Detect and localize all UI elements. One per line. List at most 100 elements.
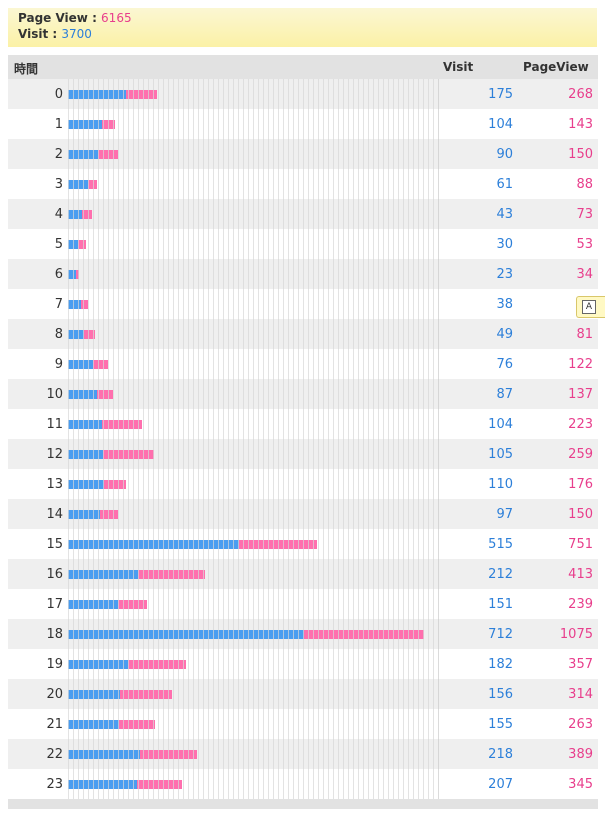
table-row: 18 712 1075 [8, 619, 598, 649]
visit-bar [68, 390, 97, 399]
table-row: 0 175 268 [8, 79, 598, 109]
table-row: 1 104 143 [8, 109, 598, 139]
visit-value: 76 [496, 357, 513, 372]
pageview-value: 223 [568, 417, 593, 432]
pageview-value: 88 [576, 177, 593, 192]
hour-label: 8 [54, 327, 63, 342]
hour-label: 1 [54, 117, 63, 132]
visit-summary: Visit : 3700 [18, 27, 92, 41]
pageview-value: 53 [576, 237, 593, 252]
visit-bar [68, 180, 89, 189]
visit-bar [68, 750, 141, 759]
table-row: 21 155 263 [8, 709, 598, 739]
visit-value: 515 [488, 537, 513, 552]
pageview-value: 357 [568, 657, 593, 672]
visit-bar [68, 360, 94, 369]
table-row: 11 104 223 [8, 409, 598, 439]
hour-label: 13 [46, 477, 63, 492]
visit-value: 212 [488, 567, 513, 582]
pageview-total: 6165 [101, 11, 132, 25]
pageview-value: 259 [568, 447, 593, 462]
summary-box: Page View : 6165 Visit : 3700 [8, 8, 597, 47]
table-row: 6 23 34 [8, 259, 598, 289]
hour-label: 11 [46, 417, 63, 432]
pageview-value: 268 [568, 87, 593, 102]
visit-value: 104 [488, 117, 513, 132]
visit-label: Visit [18, 27, 49, 41]
hour-label: 10 [46, 387, 63, 402]
table-row: 12 105 259 [8, 439, 598, 469]
pageview-summary: Page View : 6165 [18, 11, 132, 25]
visit-value: 90 [496, 147, 513, 162]
visit-bar [68, 480, 105, 489]
hour-label: 9 [54, 357, 63, 372]
hour-label: 14 [46, 507, 63, 522]
visit-value: 207 [488, 777, 513, 792]
pageview-value: 34 [576, 267, 593, 282]
visit-value: 104 [488, 417, 513, 432]
visit-value: 155 [488, 717, 513, 732]
visit-total: 3700 [61, 27, 92, 41]
hour-label: 17 [46, 597, 63, 612]
hour-label: 2 [54, 147, 63, 162]
visit-bar [68, 690, 120, 699]
table-row: 23 207 345 [8, 769, 598, 799]
table-body: 0 175 268 1 104 143 2 90 150 3 61 88 4 43 73 5 30 53 6 23 34… [8, 79, 598, 799]
visit-value: 156 [488, 687, 513, 702]
magnifier-icon[interactable]: A [582, 300, 596, 314]
visit-bar [68, 780, 137, 789]
pageview-label: Page View [18, 11, 88, 25]
visit-value: 87 [496, 387, 513, 402]
table-row: 14 97 150 [8, 499, 598, 529]
visit-bar [68, 150, 98, 159]
visit-bar [68, 330, 85, 339]
hour-label: 15 [46, 537, 63, 552]
table-row: 9 76 122 [8, 349, 598, 379]
table-footer [8, 799, 598, 809]
table-row: 20 156 314 [8, 679, 598, 709]
table-row: 5 30 53 [8, 229, 598, 259]
visit-bar [68, 90, 126, 99]
visit-bar [68, 270, 76, 279]
visit-bar [68, 210, 83, 219]
visit-value: 30 [496, 237, 513, 252]
hour-label: 12 [46, 447, 63, 462]
pageview-column-header: PageView [523, 60, 589, 74]
hour-label: 19 [46, 657, 63, 672]
pageview-value: 413 [568, 567, 593, 582]
visit-column-header: Visit [443, 60, 474, 74]
visit-bar [68, 540, 239, 549]
visit-bar [68, 630, 304, 639]
visit-value: 43 [496, 207, 513, 222]
tooltip-popup[interactable]: A [576, 296, 605, 318]
pageview-value: 314 [568, 687, 593, 702]
visit-bar [68, 240, 78, 249]
pageview-value: 1075 [559, 627, 593, 642]
table-row: 10 87 137 [8, 379, 598, 409]
table-row: 15 515 751 [8, 529, 598, 559]
table-row: 16 212 413 [8, 559, 598, 589]
hour-column-header: 時間 [14, 62, 39, 76]
pageview-value: 143 [568, 117, 593, 132]
pageview-value: 751 [568, 537, 593, 552]
visit-value: 110 [488, 477, 513, 492]
visit-value: 712 [488, 627, 513, 642]
pageview-value: 150 [568, 147, 593, 162]
table-row: 17 151 239 [8, 589, 598, 619]
pageview-value: 81 [576, 327, 593, 342]
pageview-value: 239 [568, 597, 593, 612]
visit-bar [68, 570, 139, 579]
hour-label: 20 [46, 687, 63, 702]
table-row: 7 38 [8, 289, 598, 319]
table-row: 2 90 150 [8, 139, 598, 169]
visit-value: 218 [488, 747, 513, 762]
hour-label: 23 [46, 777, 63, 792]
hour-label: 21 [46, 717, 63, 732]
visit-bar [68, 450, 103, 459]
pageview-value: 263 [568, 717, 593, 732]
pageview-value: 176 [568, 477, 593, 492]
visit-value: 182 [488, 657, 513, 672]
table-row: 19 182 357 [8, 649, 598, 679]
pageview-value: 345 [568, 777, 593, 792]
hour-label: 6 [54, 267, 63, 282]
